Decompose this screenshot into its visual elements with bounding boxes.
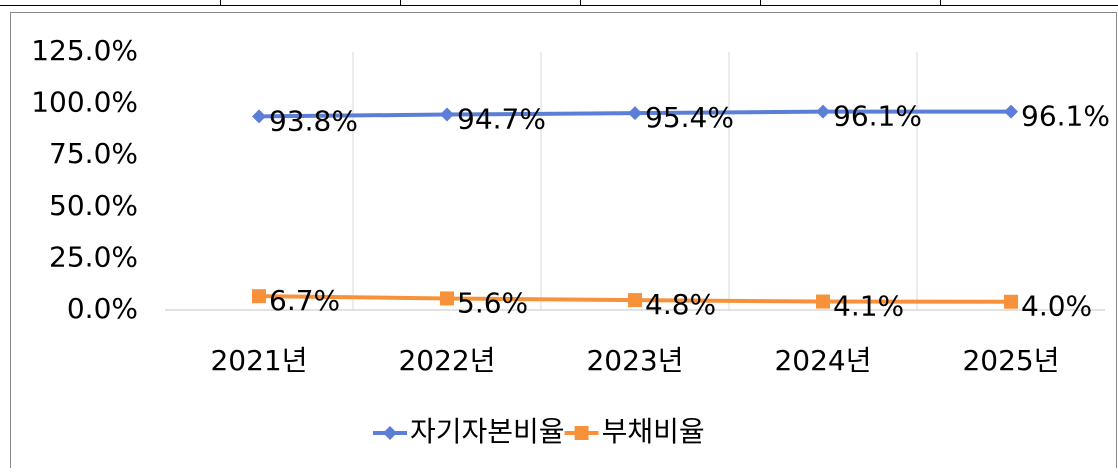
y-tick-label: 0.0% [67,292,138,325]
data-label: 93.8% [269,104,358,137]
legend-marker [383,426,397,440]
x-tick-label: 2023년 [586,344,683,377]
data-label: 96.1% [1021,100,1110,133]
y-tick-label: 75.0% [49,137,138,170]
data-label: 5.6% [457,286,528,319]
table-edge [0,0,1118,6]
data-label: 96.1% [833,100,922,133]
x-tick-label: 2025년 [962,344,1059,377]
x-tick-label: 2021년 [210,344,307,377]
data-label: 4.8% [645,288,716,321]
x-tick-label: 2022년 [398,344,495,377]
data-label: 95.4% [645,101,734,134]
data-point [252,289,266,304]
x-tick-label: 2024년 [774,344,871,377]
y-tick-label: 25.0% [49,240,138,273]
data-point [252,109,266,124]
data-point [628,293,642,308]
y-tick-label: 100.0% [31,86,138,119]
legend-label: 자기자본비율 [410,415,565,448]
legend-marker [574,426,589,440]
data-point [1004,104,1018,119]
y-tick-label: 125.0% [31,34,138,67]
data-point [440,107,454,122]
data-label: 94.7% [457,103,546,136]
data-point [816,294,830,309]
data-point [816,104,830,119]
data-point [1004,294,1018,309]
data-label: 4.0% [1021,290,1092,323]
data-point [628,106,642,121]
legend-label: 부채비율 [602,415,705,448]
data-point [440,291,454,306]
data-label: 4.1% [833,290,904,323]
y-tick-label: 50.0% [49,189,138,222]
chart-border [10,12,1117,472]
data-label: 6.7% [269,284,340,317]
